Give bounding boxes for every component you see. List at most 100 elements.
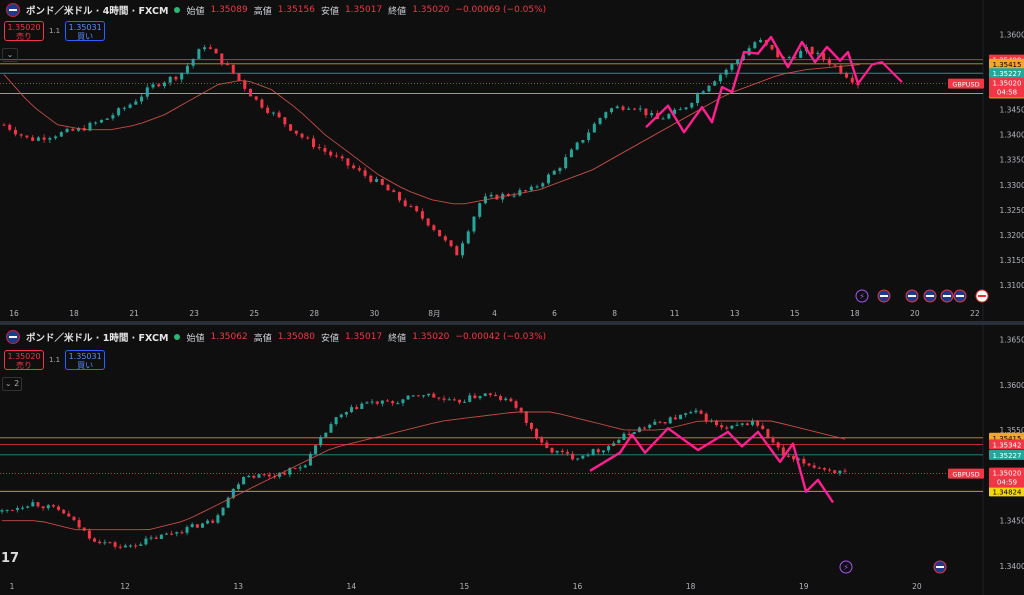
candle-body	[162, 82, 166, 87]
candle-body	[438, 229, 442, 237]
candle-body	[87, 530, 91, 539]
candle-body	[123, 545, 127, 548]
candle-body	[180, 532, 184, 534]
open-label: 始値	[186, 6, 205, 17]
candle-body	[679, 414, 683, 420]
candle-body	[552, 170, 556, 175]
candle-body	[346, 158, 350, 166]
candle-body	[455, 246, 459, 256]
chart-4h-canvas[interactable]: 1.360001.355001.350001.345001.340001.335…	[0, 0, 1024, 321]
sell-button[interactable]: 1.35020 売り	[4, 21, 44, 41]
level-price-tag-text: 1.34824	[993, 488, 1022, 496]
candle-body	[231, 488, 235, 498]
close-label: 終値	[388, 6, 407, 17]
y-tick-label: 1.33000	[999, 181, 1024, 190]
candle-body	[46, 505, 50, 509]
candle-body	[283, 117, 287, 125]
candle-body	[684, 413, 688, 415]
candle-body	[54, 136, 58, 139]
low-label: 安値	[320, 6, 339, 17]
x-tick-label: 18	[850, 309, 860, 318]
current-price-tag	[989, 77, 1024, 98]
y-tick-label: 1.34000	[999, 562, 1024, 571]
candle-body	[540, 438, 544, 443]
candle-body	[648, 424, 652, 428]
symbol-tag-text: GBPUSD	[952, 81, 979, 89]
candle-body	[699, 410, 703, 414]
candle-body	[94, 122, 98, 124]
candle-body	[180, 72, 184, 80]
chart-1h[interactable]: 1.365001.360001.355001.350001.345001.340…	[0, 325, 1024, 595]
high-value: 1.35080	[277, 332, 315, 342]
candle-body	[357, 168, 361, 171]
candle-body	[673, 109, 677, 115]
candle-body	[211, 520, 215, 523]
candle-body	[0, 510, 4, 512]
candle-body	[67, 513, 71, 517]
candle-body	[149, 537, 153, 539]
x-tick-label: 16	[9, 309, 19, 318]
candle-body	[581, 140, 585, 143]
change-value: −0.00069 (−0.05%)	[455, 5, 547, 15]
tradingview-logo[interactable]: 17	[1, 551, 20, 566]
candle-body	[571, 453, 575, 460]
market-open-dot-icon	[174, 334, 181, 340]
candle-body	[352, 165, 356, 169]
candle-body	[638, 108, 642, 110]
candle-body	[226, 64, 230, 66]
close-value: 1.35020	[412, 5, 450, 15]
candle-body	[308, 453, 312, 466]
x-tick-label: 1	[10, 582, 15, 591]
candle-body	[128, 104, 132, 108]
candle-body	[267, 474, 271, 477]
buy-button[interactable]: 1.35031 買い	[65, 21, 106, 41]
candle-body	[650, 113, 654, 116]
candle-body	[432, 393, 436, 398]
buy-button[interactable]: 1.35031 買い	[65, 350, 106, 370]
candle-body	[51, 505, 55, 507]
candle-body	[447, 399, 451, 401]
candle-body	[334, 155, 338, 157]
candle-body	[443, 236, 447, 241]
candle-body	[41, 506, 45, 509]
candle-body	[678, 109, 682, 111]
candle-body	[736, 59, 740, 64]
x-tick-label: 22	[970, 309, 980, 318]
collapse-indicators-button[interactable]: ⌄	[2, 48, 18, 62]
candle-body	[797, 458, 801, 460]
symbol-title[interactable]: ポンド／米ドル · 4時間 · FXCM	[26, 6, 169, 17]
candle-body	[329, 424, 333, 433]
candle-body	[437, 397, 441, 399]
candle-body	[529, 186, 533, 191]
jp-flag-icon-stripe	[978, 295, 986, 297]
chart-4h[interactable]: 1.360001.355001.350001.345001.340001.335…	[0, 0, 1024, 321]
level-price-tag	[989, 58, 1024, 69]
candle-body	[770, 45, 774, 50]
candle-body	[586, 455, 590, 457]
candle-body	[793, 56, 797, 58]
y-tick-label: 1.36500	[999, 336, 1024, 345]
sell-button[interactable]: 1.35020 売り	[4, 350, 44, 370]
low-value: 1.35017	[344, 5, 383, 15]
candle-body	[195, 524, 199, 528]
x-tick-label: 16	[573, 582, 583, 591]
candle-body	[334, 417, 338, 425]
collapse-indicators-button[interactable]: ⌄ 2	[2, 377, 22, 391]
candle-body	[411, 395, 415, 397]
us-flag-icon-stripe	[943, 295, 951, 297]
candle-body	[756, 421, 760, 426]
candle-body	[82, 527, 86, 531]
candle-body	[472, 216, 476, 232]
candle-body	[170, 533, 174, 535]
symbol-tag-text: GBPUSD	[952, 471, 979, 479]
candle-body	[718, 74, 722, 82]
chart-1h-canvas[interactable]: 1.365001.360001.355001.350001.345001.340…	[0, 325, 1024, 595]
symbol-title[interactable]: ポンド／米ドル · 1時間 · FXCM	[26, 333, 169, 344]
countdown-text: 04:58	[997, 89, 1017, 97]
candle-body	[260, 99, 264, 108]
candle-body	[42, 137, 46, 140]
open-label: 始値	[186, 333, 205, 344]
candle-body	[98, 541, 102, 544]
pane-divider[interactable]	[0, 321, 1024, 325]
candle-body	[420, 211, 424, 219]
